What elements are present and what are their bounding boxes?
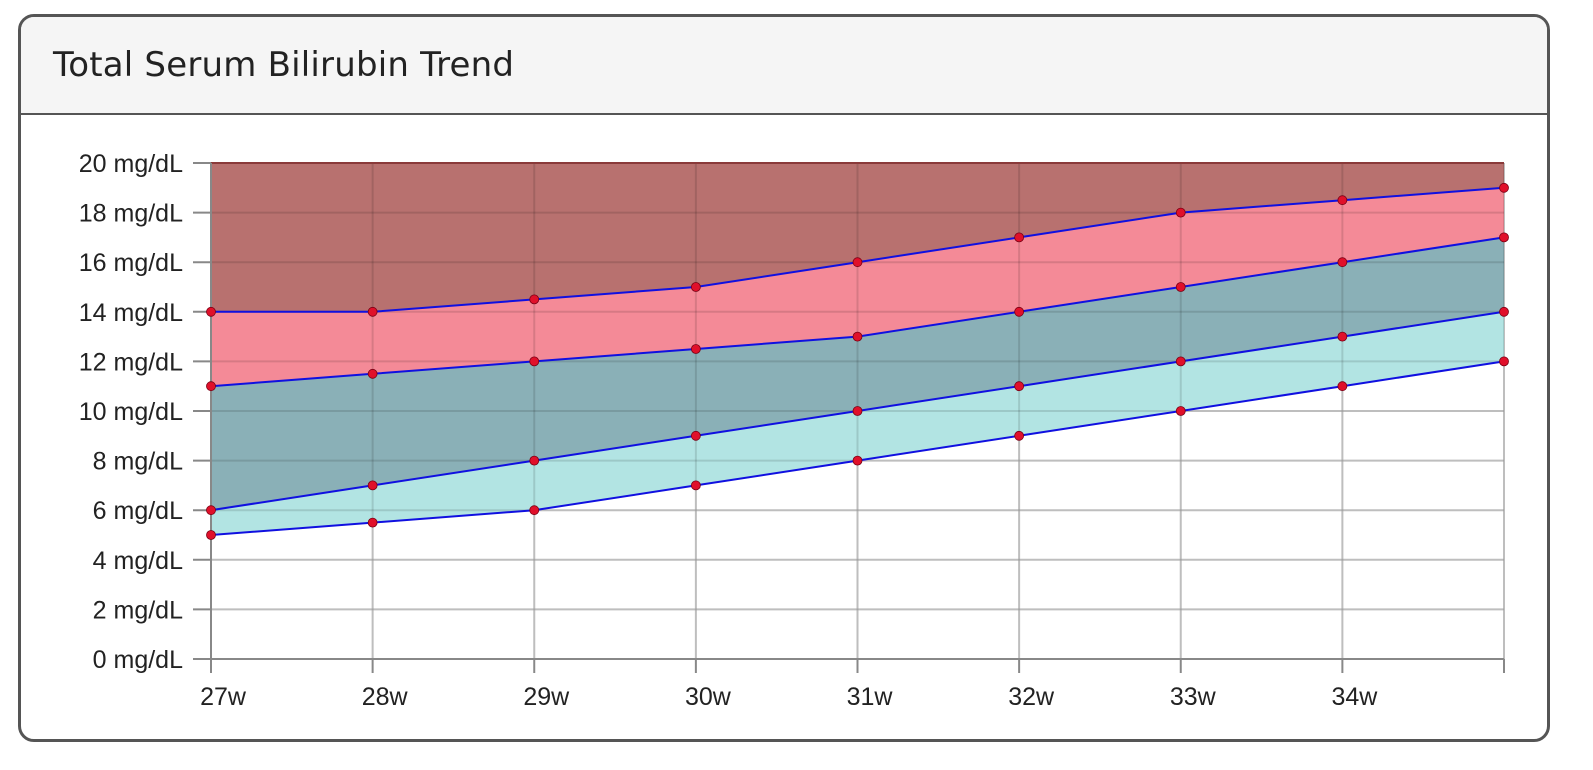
- series-1-point: [206, 530, 216, 540]
- series-4-point: [1337, 195, 1348, 206]
- band-area-4: [211, 163, 1504, 312]
- series-3-point: [690, 344, 701, 354]
- band-area-1: [211, 311, 1504, 535]
- series-3-point: [1014, 306, 1025, 317]
- series-1-point: [852, 455, 863, 466]
- x-tick-label: 32w: [1008, 683, 1055, 711]
- y-tick-label: 4 mg/dL: [93, 547, 183, 575]
- series-4-point: [1175, 207, 1186, 218]
- x-tick-label: 27w: [200, 683, 247, 711]
- series-2-point: [529, 455, 540, 466]
- y-tick-label: 16 mg/dL: [79, 249, 183, 277]
- y-tick-label: 6 mg/dL: [93, 497, 183, 525]
- series-3-point: [1337, 257, 1348, 268]
- chart-title: Total Serum Bilirubin Trend: [53, 45, 515, 85]
- series-3-point: [529, 356, 540, 367]
- band-area-2: [211, 237, 1504, 511]
- x-tick-label: 29w: [523, 683, 570, 711]
- series-2-point: [690, 430, 701, 441]
- series-2-point: [367, 480, 378, 491]
- series-2-point: [852, 406, 863, 416]
- series-3-point: [206, 381, 216, 392]
- x-tick-label: 31w: [847, 683, 894, 711]
- x-tick-label: 33w: [1170, 683, 1217, 711]
- series-1-point: [1175, 406, 1186, 416]
- series-4-point: [529, 294, 540, 305]
- series-4-point: [367, 306, 378, 317]
- series-2-point: [1499, 306, 1509, 317]
- series-3-point: [852, 331, 863, 342]
- series-1-point: [1499, 356, 1509, 367]
- band-area-3: [211, 187, 1504, 387]
- y-tick-label: 2 mg/dL: [93, 596, 183, 624]
- series-4-point: [690, 282, 701, 292]
- y-tick-label: 14 mg/dL: [79, 299, 183, 327]
- x-tick-label: 34w: [1331, 683, 1378, 711]
- x-tick-label: 28w: [362, 683, 409, 711]
- series-3-point: [1499, 232, 1509, 243]
- series-4-point: [206, 306, 216, 317]
- series-4-point: [1014, 232, 1025, 243]
- card-header: Total Serum Bilirubin Trend: [21, 17, 1547, 115]
- series-4-point: [852, 257, 863, 268]
- y-tick-label: 8 mg/dL: [93, 448, 183, 476]
- series-4-point: [1499, 182, 1509, 193]
- series-3-point: [1175, 282, 1186, 292]
- y-tick-label: 0 mg/dL: [93, 646, 183, 674]
- y-tick-label: 18 mg/dL: [79, 200, 183, 228]
- series-1-point: [529, 505, 540, 516]
- y-tick-label: 12 mg/dL: [79, 348, 183, 376]
- y-tick-label: 20 mg/dL: [79, 150, 183, 178]
- y-tick-label: 10 mg/dL: [79, 398, 183, 426]
- series-2-point: [206, 505, 216, 516]
- series-1-point: [1337, 381, 1348, 392]
- series-2-point: [1175, 356, 1186, 367]
- series-1-point: [367, 517, 378, 528]
- x-tick-label: 30w: [685, 683, 732, 711]
- series-2-point: [1337, 331, 1348, 342]
- series-1-point: [1014, 430, 1025, 441]
- series-3-point: [367, 368, 378, 379]
- series-2-point: [1014, 381, 1025, 392]
- series-1-point: [690, 480, 701, 491]
